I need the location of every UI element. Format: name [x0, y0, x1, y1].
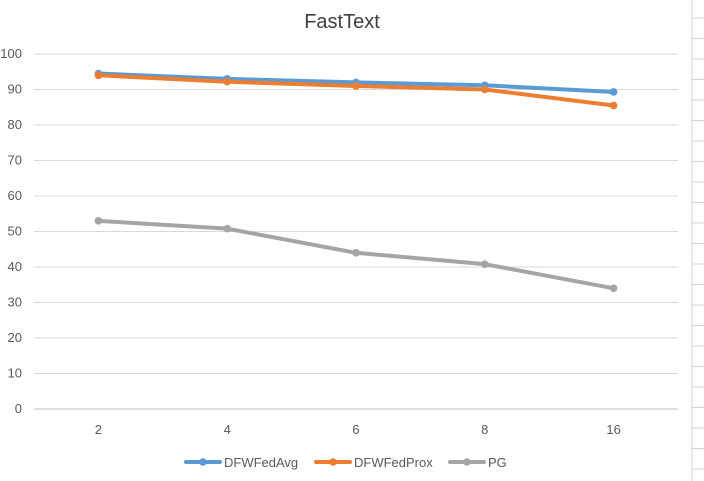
y-tick-label: 80 — [8, 117, 22, 132]
data-point-pg — [94, 217, 103, 225]
data-point-pg — [223, 224, 231, 233]
legend-label: DFWFedProx — [354, 455, 433, 470]
y-tick-label: 20 — [8, 330, 22, 345]
spreadsheet-gridlines — [691, 0, 704, 481]
x-axis-tick-labels: 2 4 6 8 16 — [95, 422, 621, 437]
x-tick-label: 2 — [95, 422, 102, 437]
x-tick-label: 8 — [481, 422, 488, 437]
legend-label: PG — [488, 455, 507, 470]
legend-marker — [329, 458, 337, 466]
legend-item-dfwfedavg: DFWFedAvg — [184, 455, 298, 470]
legend-item-pg: PG — [448, 455, 507, 470]
y-tick-label: 10 — [8, 366, 22, 381]
legend-label: DFWFedAvg — [224, 455, 298, 470]
series-layer — [94, 69, 618, 293]
data-point-dfwfedavg — [609, 88, 618, 96]
x-tick-label: 4 — [224, 422, 231, 437]
data-point-dfwfedprox — [352, 82, 360, 90]
legend-marker — [199, 458, 207, 466]
data-point-pg — [352, 249, 360, 257]
data-point-dfwfedprox — [609, 101, 618, 110]
y-tick-label: 50 — [8, 224, 22, 239]
data-point-dfwfedprox — [481, 85, 489, 94]
y-tick-label: 60 — [8, 188, 22, 203]
legend-marker — [463, 458, 471, 466]
data-point-dfwfedprox — [94, 71, 103, 80]
series-pg — [94, 217, 618, 293]
x-tick-label: 16 — [606, 422, 620, 437]
data-point-pg — [481, 260, 489, 268]
data-point-pg — [609, 284, 618, 293]
y-tick-label: 90 — [8, 82, 22, 97]
legend-item-dfwfedprox: DFWFedProx — [314, 455, 433, 470]
y-tick-label: 0 — [15, 401, 22, 416]
y-tick-label: 30 — [8, 295, 22, 310]
y-tick-label: 70 — [8, 153, 22, 168]
x-tick-label: 6 — [352, 422, 359, 437]
series-dfwfedprox — [94, 71, 618, 110]
y-tick-label: 100 — [0, 46, 22, 61]
data-point-dfwfedprox — [223, 77, 231, 86]
y-axis-tick-labels: 0 10 20 30 40 50 60 70 80 90 100 — [0, 46, 22, 416]
legend: DFWFedAvg DFWFedProx PG — [184, 455, 507, 470]
y-tick-label: 40 — [8, 259, 22, 274]
gridlines — [34, 53, 678, 410]
chart-title: FastText — [304, 11, 380, 33]
